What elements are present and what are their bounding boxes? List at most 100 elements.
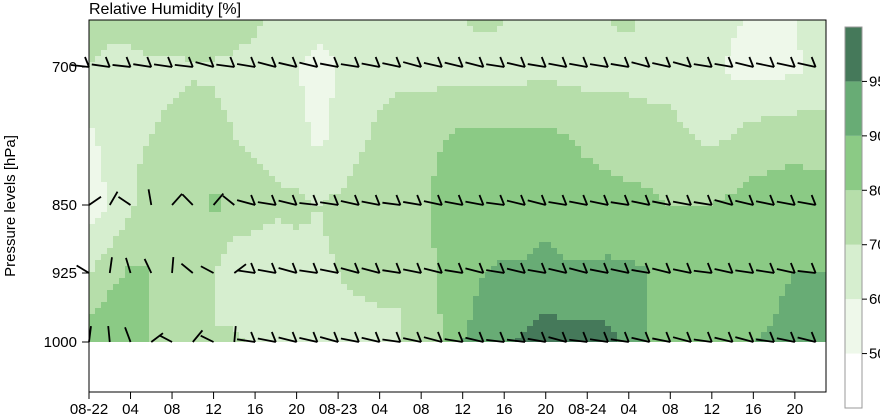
contour-cell: [257, 254, 264, 261]
contour-cell: [257, 170, 264, 177]
contour-cell: [815, 254, 822, 261]
contour-cell: [689, 98, 696, 105]
contour-cell: [755, 122, 762, 129]
contour-cell: [545, 104, 552, 111]
contour-cell: [425, 170, 432, 177]
contour-cell: [779, 86, 786, 93]
contour-cell: [299, 128, 306, 135]
contour-cell: [311, 254, 318, 261]
contour-cell: [737, 68, 744, 75]
contour-cell: [659, 116, 666, 123]
contour-cell: [437, 152, 444, 159]
contour-cell: [317, 32, 324, 39]
contour-cell: [107, 218, 114, 225]
contour-cell: [251, 116, 258, 123]
contour-cell: [107, 230, 114, 237]
contour-cell: [683, 98, 690, 105]
contour-cell: [629, 80, 636, 87]
contour-cell: [437, 230, 444, 237]
contour-cell: [203, 158, 210, 165]
contour-cell: [209, 116, 216, 123]
contour-cell: [509, 230, 516, 237]
contour-cell: [341, 38, 348, 45]
contour-cell: [191, 230, 198, 237]
contour-cell: [611, 248, 618, 255]
contour-cell: [731, 104, 738, 111]
contour-cell: [233, 206, 240, 213]
contour-cell: [179, 26, 186, 33]
contour-cell: [209, 170, 216, 177]
contour-cell: [269, 104, 276, 111]
contour-cell: [275, 32, 282, 39]
contour-cell: [365, 182, 372, 189]
contour-cell: [533, 176, 540, 183]
contour-cell: [425, 224, 432, 231]
contour-cell: [485, 44, 492, 51]
contour-cell: [527, 158, 534, 165]
contour-cell: [425, 248, 432, 255]
contour-cell: [491, 194, 498, 201]
contour-cell: [269, 110, 276, 117]
contour-cell: [305, 50, 312, 57]
contour-cell: [281, 260, 288, 267]
contour-cell: [173, 134, 180, 141]
contour-cell: [89, 242, 96, 249]
contour-cell: [719, 122, 726, 129]
contour-cell: [95, 26, 102, 33]
contour-cell: [707, 116, 714, 123]
contour-cell: [563, 32, 570, 39]
contour-cell: [395, 182, 402, 189]
contour-cell: [629, 236, 636, 243]
contour-cell: [821, 158, 826, 165]
contour-cell: [779, 206, 786, 213]
contour-cell: [233, 212, 240, 219]
contour-cell: [293, 146, 300, 153]
contour-cell: [581, 188, 588, 195]
contour-cell: [803, 248, 810, 255]
contour-cell: [737, 146, 744, 153]
contour-cell: [137, 68, 144, 75]
contour-cell: [575, 44, 582, 51]
contour-cell: [245, 230, 252, 237]
contour-cell: [563, 134, 570, 141]
contour-cell: [527, 230, 534, 237]
contour-cell: [761, 50, 768, 57]
contour-cell: [131, 38, 138, 45]
contour-cell: [401, 248, 408, 255]
contour-cell: [245, 224, 252, 231]
contour-cell: [119, 236, 126, 243]
contour-cell: [119, 164, 126, 171]
contour-cell: [743, 194, 750, 201]
contour-cell: [515, 122, 522, 129]
contour-cell: [287, 44, 294, 51]
contour-cell: [251, 170, 258, 177]
contour-cell: [581, 20, 588, 27]
contour-cell: [803, 206, 810, 213]
contour-cell: [653, 188, 660, 195]
contour-cell: [407, 128, 414, 135]
contour-cell: [347, 98, 354, 105]
contour-cell: [707, 86, 714, 93]
contour-cell: [767, 92, 774, 99]
contour-cell: [293, 236, 300, 243]
contour-cell: [203, 182, 210, 189]
contour-cell: [101, 122, 108, 129]
contour-cell: [323, 134, 330, 141]
contour-cell: [581, 50, 588, 57]
contour-cell: [677, 86, 684, 93]
contour-cell: [737, 224, 744, 231]
contour-cell: [299, 194, 306, 201]
contour-cell: [707, 122, 714, 129]
contour-cell: [401, 206, 408, 213]
contour-cell: [527, 248, 534, 255]
contour-cell: [155, 98, 162, 105]
contour-cell: [269, 158, 276, 165]
contour-cell: [371, 260, 378, 267]
contour-cell: [659, 98, 666, 105]
contour-cell: [443, 44, 450, 51]
contour-cell: [377, 62, 384, 69]
contour-cell: [635, 182, 642, 189]
contour-cell: [485, 206, 492, 213]
contour-cell: [209, 122, 216, 129]
contour-cell: [677, 218, 684, 225]
